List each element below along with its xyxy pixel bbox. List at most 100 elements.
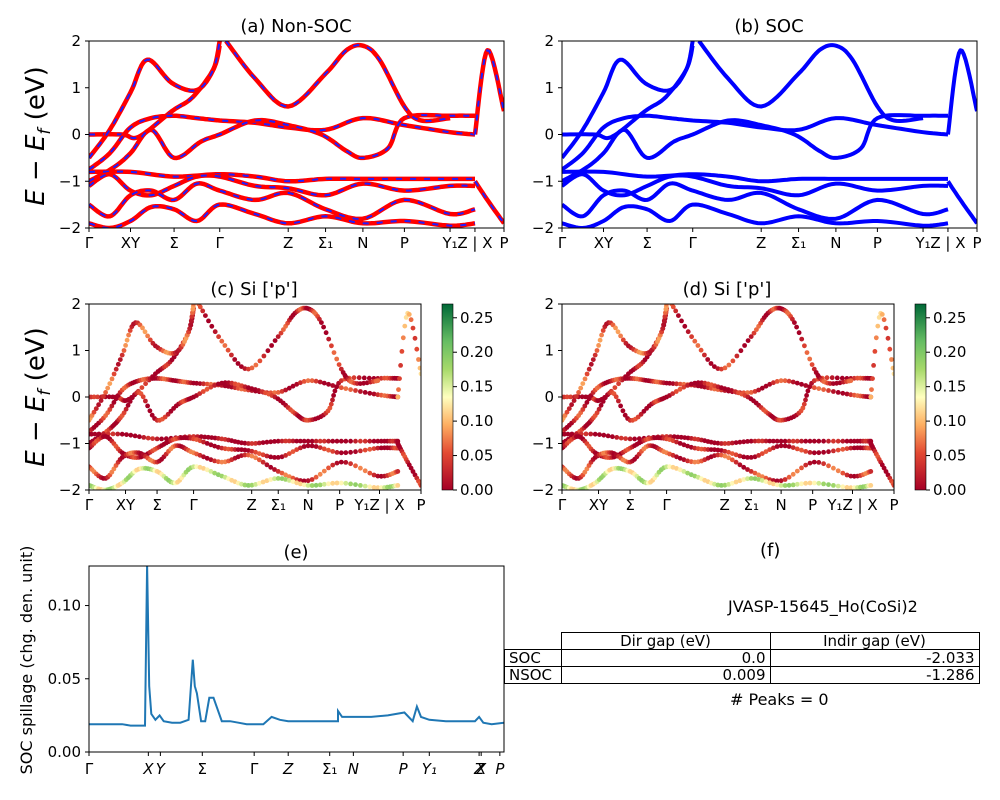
- scatter-point: [159, 436, 165, 442]
- scatter-point: [844, 472, 850, 478]
- scatter-point: [371, 485, 377, 490]
- scatter-point: [141, 435, 147, 440]
- scatter-point: [681, 442, 687, 448]
- scatter-point: [802, 343, 807, 349]
- x-tick-label: Σ₁: [270, 496, 286, 514]
- scatter-point: [313, 482, 319, 488]
- scatter-point: [283, 387, 288, 393]
- scatter-point: [566, 406, 572, 411]
- scatter-point: [804, 350, 810, 355]
- gap-table-row-label: NSOC: [504, 666, 562, 684]
- scatter-point: [265, 348, 271, 354]
- x-tick-label: Y₁: [914, 234, 930, 252]
- scatter-point: [786, 378, 792, 384]
- x-tick-label: P: [495, 760, 505, 778]
- scatter-point: [689, 334, 694, 340]
- scatter-point: [726, 482, 731, 487]
- scatter-point: [715, 452, 721, 458]
- x-tick-label: P: [808, 496, 817, 514]
- scatter-point: [564, 394, 570, 400]
- scatter-point: [367, 446, 373, 452]
- scatter-point: [208, 442, 214, 448]
- panel-e-ylabel: SOC spillage (chg. den. unit): [17, 546, 36, 775]
- scatter-point: [283, 453, 288, 458]
- scatter-point: [586, 366, 592, 372]
- y-tick-label: 1: [544, 79, 554, 97]
- scatter-point: [334, 480, 340, 486]
- scatter-point: [616, 381, 621, 387]
- scatter-point: [670, 391, 676, 396]
- scatter-point: [868, 394, 874, 400]
- scatter-point: [840, 438, 846, 444]
- scatter-point: [807, 460, 813, 466]
- scatter-point: [774, 482, 780, 488]
- scatter-point: [229, 352, 234, 358]
- scatter-point: [752, 438, 758, 444]
- scatter-point: [330, 480, 336, 486]
- scatter-point: [121, 410, 127, 416]
- x-tick-label: Γ: [558, 496, 567, 514]
- scatter-point: [875, 323, 881, 329]
- scatter-point: [290, 479, 296, 484]
- scatter-point: [778, 438, 784, 444]
- scatter-point: [371, 446, 377, 451]
- scatter-point: [187, 326, 193, 331]
- scatter-point: [715, 482, 721, 488]
- scatter-point: [358, 448, 363, 454]
- band-line: [562, 113, 949, 184]
- band-line: [562, 169, 949, 184]
- scatter-point: [145, 435, 151, 441]
- scatter-point: [321, 468, 327, 474]
- x-tick-label: Y₁: [441, 234, 457, 252]
- scatter-point: [835, 438, 841, 444]
- scatter-point: [257, 358, 263, 364]
- x-tick-label: Γ: [85, 234, 94, 252]
- scatter-point: [147, 408, 153, 414]
- y-tick-label: −1: [532, 172, 554, 190]
- x-tick-label: N: [348, 760, 359, 778]
- scatter-point: [362, 447, 368, 453]
- scatter-point: [844, 438, 850, 444]
- x-tick-label: Γ: [189, 496, 198, 514]
- scatter-point: [752, 470, 758, 476]
- scatter-point: [726, 362, 732, 368]
- scatter-point: [816, 386, 822, 391]
- scatter-point: [111, 400, 117, 405]
- band-line: [562, 202, 949, 228]
- scatter-point: [321, 446, 327, 452]
- scatter-point: [615, 329, 621, 335]
- scatter-point: [786, 444, 792, 449]
- scatter-point: [279, 476, 285, 481]
- scatter-point: [737, 453, 743, 459]
- scatter-point: [361, 380, 366, 386]
- scatter-point: [876, 315, 882, 320]
- band-line: [946, 180, 977, 225]
- scatter-point: [733, 479, 739, 485]
- x-tick-label: N: [357, 234, 368, 252]
- scatter-point: [275, 469, 281, 474]
- scatter-point: [242, 452, 248, 458]
- scatter-point: [309, 477, 315, 482]
- scatter-point: [123, 406, 129, 412]
- scatter-point: [127, 399, 133, 404]
- scatter-point: [125, 402, 131, 408]
- scatter-point: [821, 481, 826, 487]
- scatter-point: [242, 482, 248, 488]
- scatter-point: [212, 329, 218, 335]
- gap-table-corner: [505, 633, 562, 650]
- scatter-point: [580, 381, 586, 386]
- scatter-point: [348, 438, 353, 444]
- scatter-point: [674, 381, 679, 387]
- scatter-point: [809, 362, 815, 367]
- scatter-point: [831, 448, 836, 454]
- y-tick-label: 2: [71, 32, 81, 50]
- scatter-point: [661, 322, 666, 328]
- scatter-point: [208, 384, 214, 390]
- scatter-point: [336, 362, 342, 367]
- scatter-point: [268, 454, 274, 460]
- scatter-point: [294, 447, 300, 452]
- colorbar-tick-label: 0.20: [933, 343, 966, 361]
- scatter-point: [715, 366, 721, 371]
- scatter-point: [807, 438, 813, 444]
- scatter-point: [756, 477, 761, 482]
